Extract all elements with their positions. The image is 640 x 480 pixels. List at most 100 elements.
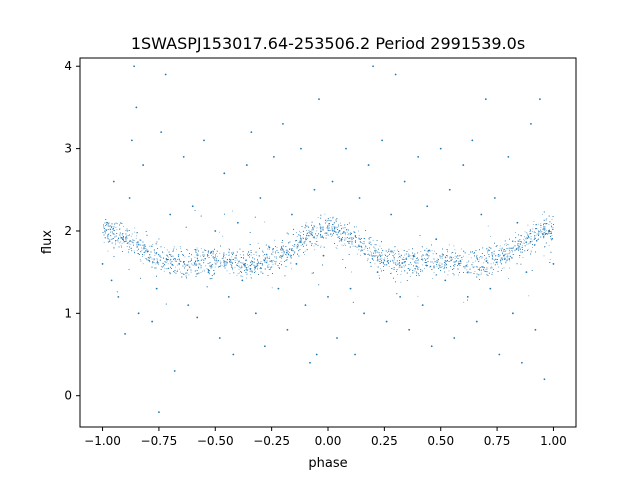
scatter-point	[379, 261, 381, 262]
scatter-point	[413, 256, 414, 258]
scatter-point	[451, 257, 452, 259]
scatter-point	[343, 231, 345, 233]
scatter-point	[136, 246, 138, 248]
scatter-point	[105, 219, 107, 220]
scatter-point	[484, 255, 485, 256]
scatter-point	[290, 257, 292, 259]
scatter-point	[403, 266, 405, 268]
scatter-point	[384, 259, 385, 261]
scatter-point	[477, 259, 478, 261]
scatter-point	[361, 247, 363, 249]
scatter-point	[541, 233, 543, 234]
scatter-point	[245, 259, 247, 261]
scatter-point	[245, 269, 247, 270]
scatter-point	[408, 264, 410, 265]
scatter-point	[325, 235, 327, 236]
scatter-point	[440, 266, 442, 268]
scatter-point	[436, 261, 438, 263]
scatter-point	[336, 245, 338, 246]
scatter-point	[551, 219, 553, 220]
scatter-point	[452, 252, 454, 253]
scatter-point	[169, 272, 171, 273]
scatter-point	[377, 258, 379, 260]
scatter-point	[445, 261, 447, 262]
scatter-point	[185, 264, 187, 266]
scatter-point	[360, 238, 361, 240]
scatter-point	[226, 263, 228, 265]
scatter-point	[245, 272, 247, 273]
scatter-point	[128, 249, 130, 250]
scatter-point	[405, 253, 407, 255]
scatter-point	[358, 244, 359, 246]
scatter-point	[550, 233, 552, 234]
scatter-point	[219, 253, 221, 254]
scatter-point	[155, 263, 157, 265]
scatter-point	[504, 254, 506, 255]
scatter-point	[388, 248, 390, 250]
scatter-point	[195, 276, 197, 277]
scatter-point	[393, 262, 395, 264]
scatter-point	[135, 237, 137, 239]
scatter-point	[225, 254, 227, 255]
scatter-point	[488, 249, 489, 251]
scatter-point	[120, 245, 122, 246]
scatter-point	[302, 243, 303, 245]
scatter-point	[103, 224, 104, 226]
scatter-point	[468, 261, 470, 263]
scatter-point	[141, 250, 143, 251]
scatter-point	[376, 240, 378, 241]
scatter-point	[358, 230, 359, 232]
scatter-point	[193, 265, 195, 266]
scatter-point	[235, 257, 237, 259]
scatter-point	[505, 243, 507, 245]
scatter-point	[272, 263, 274, 265]
scatter-point	[180, 261, 182, 262]
scatter-point	[107, 236, 109, 238]
scatter-point	[377, 260, 379, 262]
scatter-point	[185, 275, 187, 277]
scatter-point	[439, 265, 441, 266]
scatter-point	[522, 249, 523, 250]
scatter-point	[356, 246, 358, 248]
scatter-point	[121, 242, 123, 244]
scatter-point	[223, 266, 225, 267]
scatter-point	[194, 256, 196, 258]
scatter-point	[370, 242, 372, 243]
scatter-point	[144, 246, 146, 247]
scatter-point	[398, 251, 400, 252]
scatter-point	[440, 270, 441, 271]
scatter-point	[316, 230, 318, 232]
scatter-point	[356, 253, 358, 255]
scatter-point	[313, 225, 315, 227]
scatter-point	[304, 242, 306, 244]
scatter-point	[537, 239, 539, 240]
scatter-point	[346, 229, 347, 231]
scatter-point	[337, 226, 339, 228]
scatter-point	[340, 233, 342, 235]
scatter-point	[518, 249, 519, 251]
scatter-point	[327, 235, 329, 236]
scatter-point	[293, 245, 295, 247]
scatter-point	[527, 249, 529, 250]
scatter-point	[210, 267, 212, 269]
scatter-point	[488, 249, 490, 251]
scatter-point	[480, 256, 482, 257]
scatter-point	[311, 233, 313, 235]
scatter-point	[307, 232, 308, 234]
scatter-point	[328, 225, 330, 227]
scatter-point	[412, 248, 413, 250]
scatter-point	[200, 267, 202, 269]
scatter-point	[108, 223, 109, 225]
scatter-point	[322, 226, 324, 228]
scatter-point	[414, 268, 415, 269]
scatter-point	[412, 258, 414, 260]
scatter-point	[496, 262, 498, 264]
scatter-point	[208, 250, 209, 251]
scatter-point	[187, 249, 189, 251]
scatter-point	[249, 254, 250, 255]
scatter-point	[194, 263, 195, 265]
scatter-point	[128, 230, 130, 231]
scatter-point	[540, 223, 542, 225]
scatter-point	[214, 266, 216, 268]
scatter-point	[410, 257, 412, 259]
